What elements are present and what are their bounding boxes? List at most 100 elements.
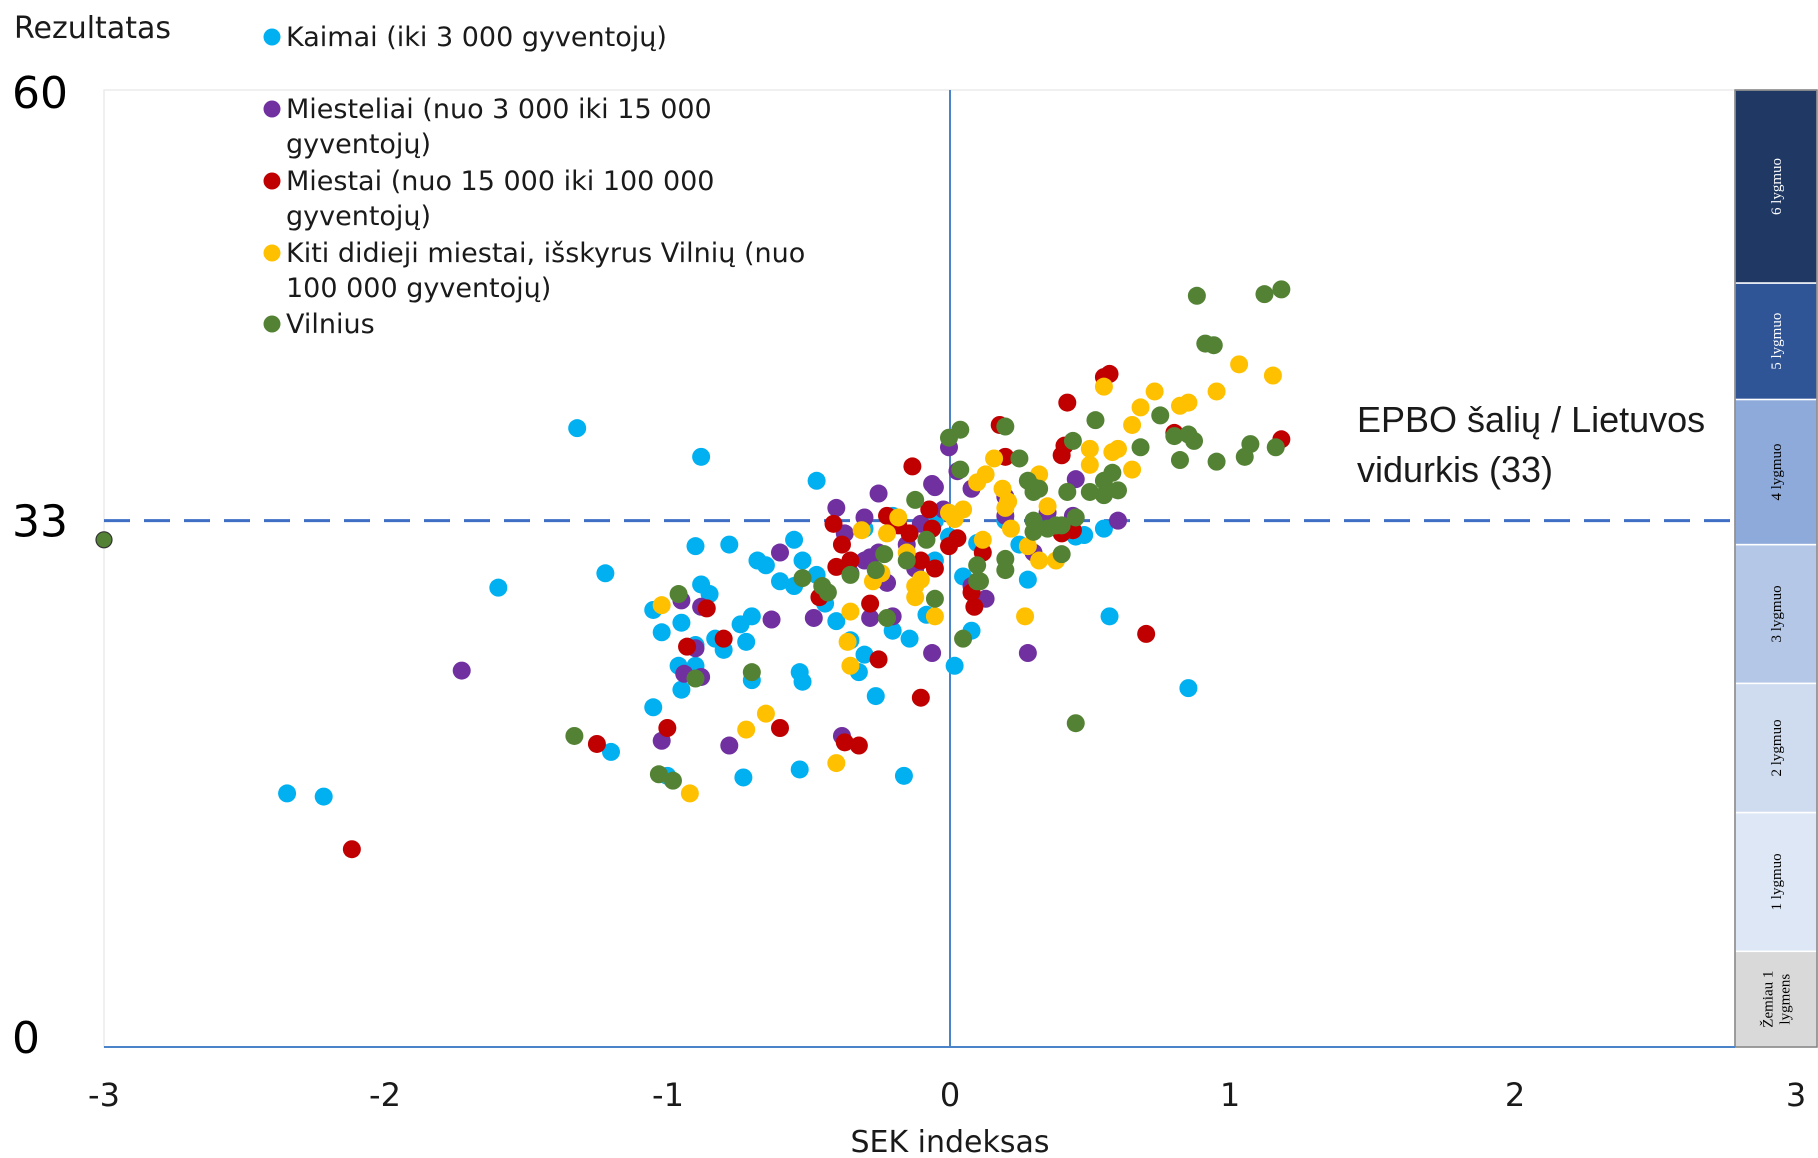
- data-point: [1024, 478, 1043, 497]
- x-axis-title: SEK indeksas: [850, 1125, 1049, 1158]
- data-point: [737, 720, 756, 739]
- data-point: [807, 471, 826, 490]
- x-tick-label: 3: [1786, 1076, 1806, 1114]
- data-point: [1016, 607, 1035, 626]
- data-point: [731, 615, 750, 634]
- data-point: [866, 687, 885, 706]
- data-point: [996, 561, 1015, 580]
- level-label: 4 lygmuo: [1769, 443, 1785, 500]
- data-point: [900, 629, 919, 648]
- data-point: [1137, 624, 1156, 643]
- data-point: [1058, 393, 1077, 412]
- series-vilnius: [95, 280, 1291, 790]
- data-point: [1080, 482, 1099, 501]
- legend-entry: Kiti didieji miestai, išskyrus Vilnių (n…: [286, 238, 805, 304]
- data-point: [737, 632, 756, 651]
- y-axis-title: Rezultatas: [14, 11, 171, 46]
- data-point: [827, 754, 846, 773]
- level-label: 1 lygmuo: [1769, 853, 1785, 910]
- data-point: [999, 492, 1018, 511]
- data-point: [756, 704, 775, 723]
- data-point: [669, 585, 688, 604]
- level-label: 5 lygmuo: [1769, 313, 1785, 370]
- data-point: [906, 588, 925, 607]
- y-tick-label: 0: [12, 1013, 40, 1064]
- data-point: [1010, 449, 1029, 468]
- data-point: [954, 500, 973, 519]
- data-point: [852, 521, 871, 540]
- data-point: [1204, 336, 1223, 355]
- data-point: [1131, 438, 1150, 457]
- data-point: [771, 543, 789, 562]
- data-point: [1086, 411, 1105, 430]
- data-point: [869, 484, 888, 503]
- data-point: [1094, 519, 1113, 538]
- data-point: [1001, 519, 1020, 538]
- data-point: [342, 840, 361, 859]
- data-point: [804, 608, 823, 627]
- data-point: [1080, 455, 1099, 474]
- data-point: [720, 535, 739, 554]
- data-point: [1109, 439, 1127, 458]
- data-point: [1018, 570, 1037, 589]
- data-point: [714, 629, 733, 648]
- data-point: [951, 420, 970, 439]
- data-point: [1179, 393, 1198, 412]
- data-point: [1272, 280, 1291, 299]
- data-point: [855, 645, 874, 664]
- data-point: [95, 531, 113, 549]
- data-point: [680, 784, 699, 803]
- data-point: [970, 572, 989, 591]
- data-point: [832, 535, 851, 554]
- data-point: [861, 608, 880, 627]
- y-tick-labels: 0 33 60: [12, 68, 68, 1064]
- data-point: [827, 557, 846, 576]
- data-point: [917, 530, 936, 549]
- data-point: [568, 419, 587, 438]
- data-point: [756, 556, 775, 575]
- legend-entry: Miestai (nuo 15 000 iki 100 000 gyventojų…: [286, 166, 714, 232]
- x-tick-labels: -3 -2 -1 0 1 2 3: [88, 1076, 1806, 1114]
- data-point: [1103, 463, 1122, 482]
- data-point: [742, 663, 761, 682]
- data-point: [1179, 679, 1198, 698]
- data-point: [841, 602, 860, 621]
- average-reference-label: EPBO šalių / Lietuvos vidurkis (33): [1357, 399, 1705, 490]
- data-point: [1170, 451, 1189, 470]
- data-point: [954, 629, 973, 648]
- data-point: [996, 417, 1015, 436]
- data-point: [920, 500, 939, 519]
- data-point: [1263, 366, 1282, 385]
- data-point: [672, 680, 691, 699]
- data-point: [587, 734, 606, 753]
- data-point: [827, 612, 846, 631]
- data-point: [785, 530, 804, 549]
- data-point: [652, 596, 671, 615]
- data-point: [985, 449, 1004, 468]
- data-point: [906, 490, 925, 509]
- data-point: [1052, 545, 1071, 564]
- data-point: [1123, 415, 1142, 434]
- data-point: [875, 545, 894, 564]
- data-point: [968, 556, 987, 575]
- data-point: [824, 514, 843, 533]
- level-label: 2 lygmuo: [1769, 719, 1785, 776]
- data-point: [793, 672, 812, 691]
- level-label: Žemiau 1lygmens: [1760, 971, 1794, 1028]
- data-point: [663, 771, 682, 790]
- level-band-below-1: [1734, 950, 1818, 1048]
- data-point: [1207, 382, 1226, 401]
- data-point: [1109, 511, 1127, 530]
- data-point: [894, 766, 913, 785]
- data-point: [1094, 377, 1113, 396]
- data-point: [672, 613, 691, 632]
- data-point: [1131, 398, 1150, 417]
- data-point: [1185, 431, 1204, 450]
- data-point: [911, 688, 930, 707]
- data-point: [911, 570, 930, 589]
- data-point: [813, 577, 832, 596]
- data-point: [923, 644, 942, 663]
- data-point: [734, 768, 753, 787]
- data-point: [1018, 537, 1037, 556]
- data-point: [973, 530, 992, 549]
